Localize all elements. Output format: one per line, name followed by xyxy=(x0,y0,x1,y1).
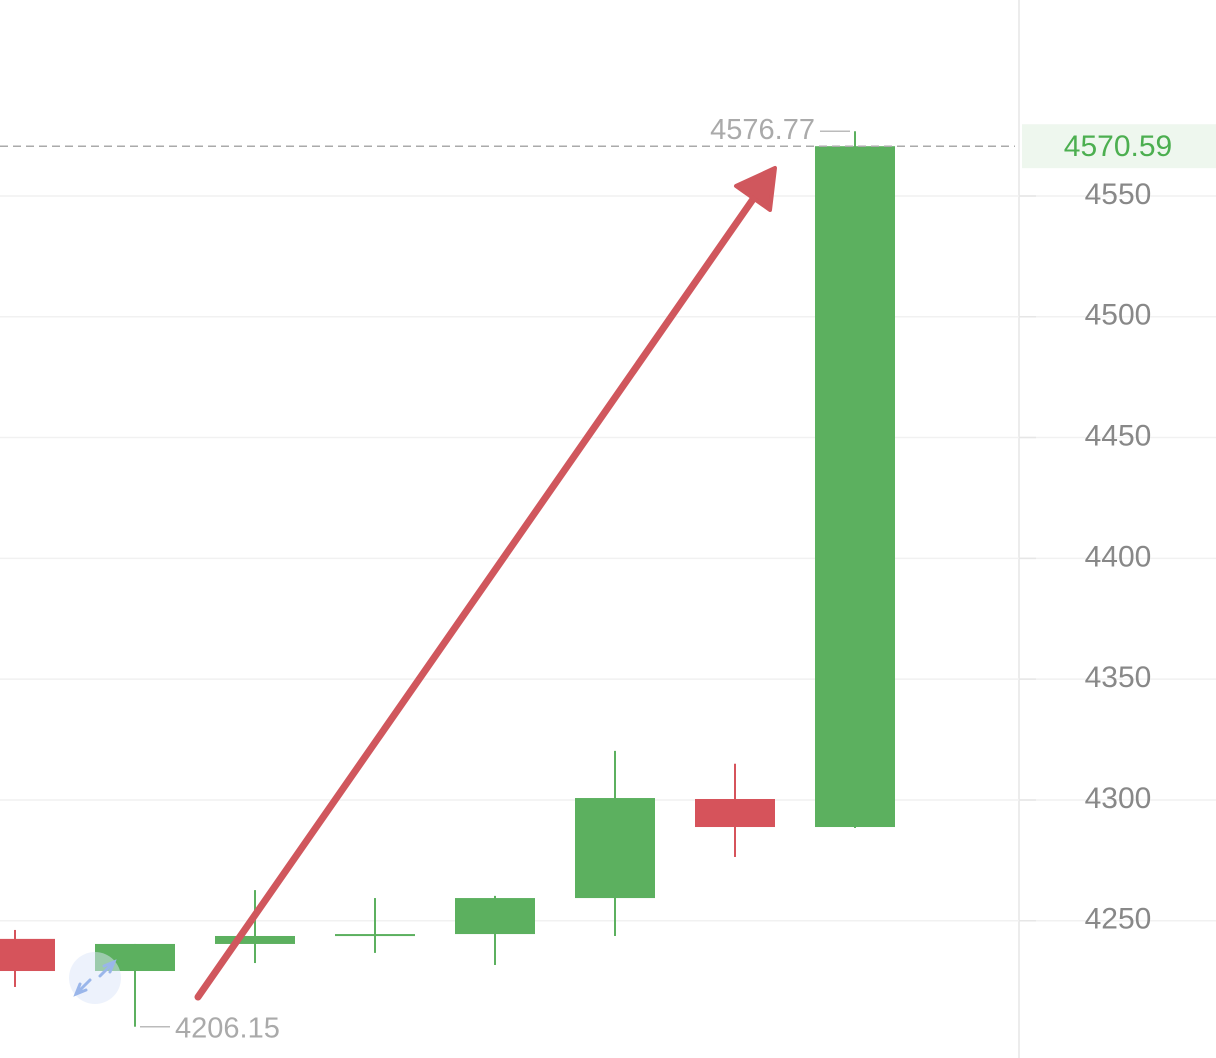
last-price-label: 4570.59 xyxy=(1064,130,1172,163)
y-tick-label: 4400 xyxy=(1085,540,1152,573)
min-marker-label: 4206.15 xyxy=(175,1012,280,1044)
candle-body xyxy=(455,898,535,935)
expand-icon-bg xyxy=(69,952,121,1004)
expand-icon[interactable] xyxy=(69,952,121,1004)
expand-icon-glyph xyxy=(73,959,117,997)
y-tick-label: 4450 xyxy=(1085,419,1152,452)
last-price-badge xyxy=(1022,124,1216,169)
y-tick-label: 4250 xyxy=(1085,903,1152,936)
axis-area xyxy=(1020,0,1216,1058)
candle-body xyxy=(0,938,55,972)
candle-body xyxy=(815,146,895,828)
max-marker-label: 4576.77 xyxy=(710,114,815,146)
y-tick-label: 4300 xyxy=(1085,782,1152,815)
candle-body xyxy=(215,935,295,944)
arrow-head xyxy=(734,166,777,212)
y-tick-label: 4550 xyxy=(1085,178,1152,211)
y-tick-label: 4500 xyxy=(1085,299,1152,332)
y-tick-label: 4350 xyxy=(1085,661,1152,694)
candle-body xyxy=(575,798,655,899)
candle-body xyxy=(335,934,415,937)
annotation-arrow xyxy=(194,188,762,1001)
candle-body xyxy=(695,798,775,828)
